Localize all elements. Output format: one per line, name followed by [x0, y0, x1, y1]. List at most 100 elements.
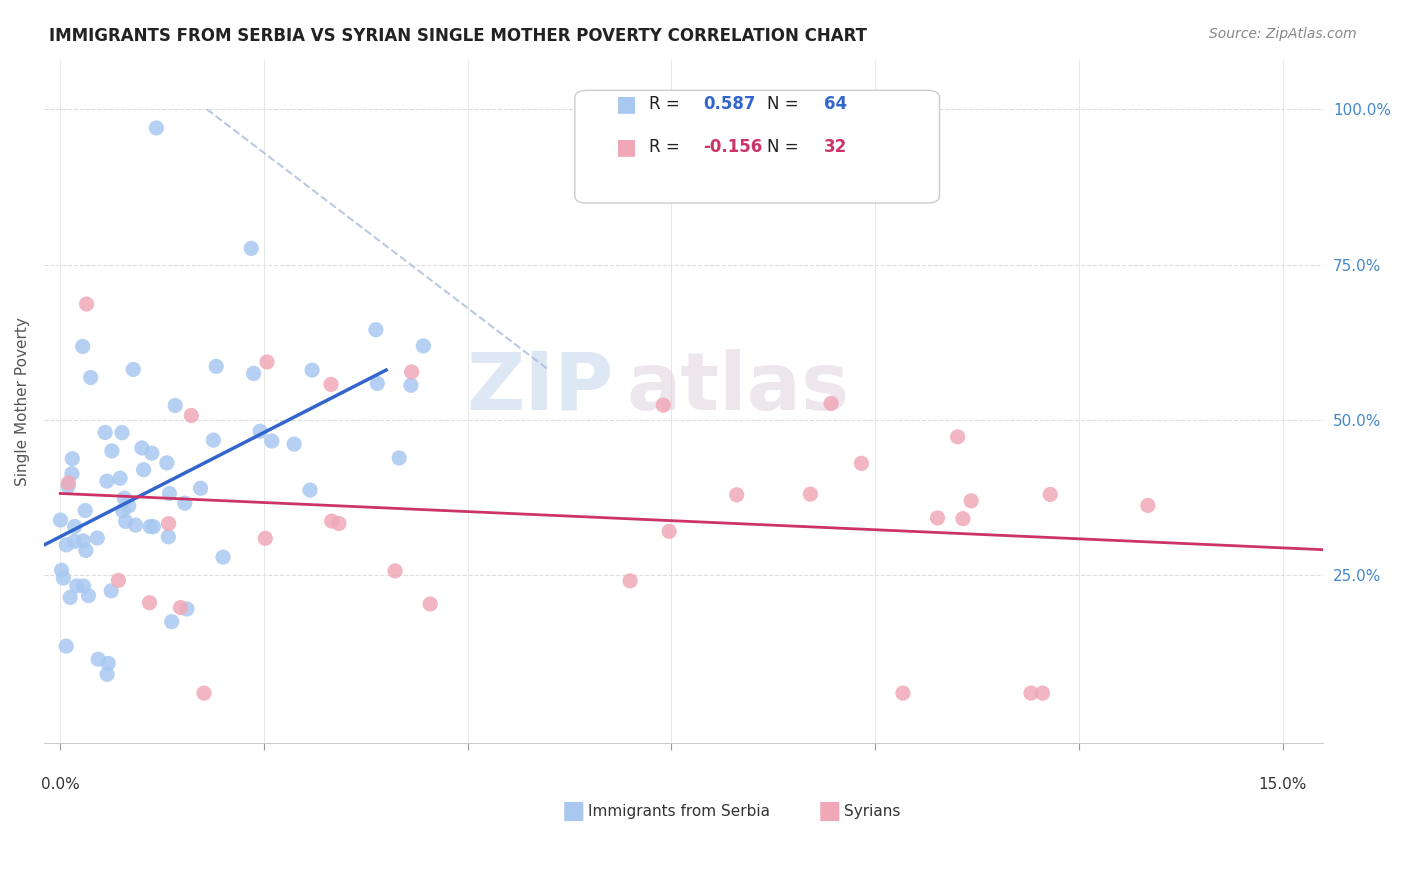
- Point: [72, 579, 94, 593]
- Point: [107, 574, 129, 588]
- Point: [176, 602, 198, 616]
- Point: [139, 519, 162, 533]
- Point: [891, 686, 914, 700]
- Point: [94, 425, 117, 440]
- Point: [399, 378, 422, 392]
- Point: [952, 511, 974, 525]
- Point: [118, 499, 141, 513]
- Point: [366, 376, 388, 391]
- Point: [799, 487, 821, 501]
- Point: [157, 516, 180, 531]
- Point: [114, 515, 136, 529]
- Point: [72, 533, 94, 548]
- Point: [319, 377, 342, 392]
- Point: [419, 597, 441, 611]
- Text: Syrians: Syrians: [844, 804, 900, 819]
- Point: [58, 475, 80, 490]
- Text: ■: ■: [818, 799, 842, 823]
- Text: -0.156: -0.156: [703, 138, 762, 156]
- Point: [131, 441, 153, 455]
- Point: [72, 339, 94, 353]
- Point: [132, 463, 155, 477]
- Point: [52, 571, 75, 585]
- Point: [141, 446, 163, 460]
- Point: [75, 543, 97, 558]
- Point: [260, 434, 283, 448]
- Point: [157, 486, 180, 500]
- Point: [86, 531, 108, 545]
- Text: 0.0%: 0.0%: [41, 777, 80, 792]
- Text: Source: ZipAtlas.com: Source: ZipAtlas.com: [1209, 27, 1357, 41]
- Point: [249, 424, 271, 438]
- Point: [124, 518, 146, 533]
- Point: [298, 483, 321, 497]
- Point: [169, 600, 191, 615]
- Point: [401, 365, 423, 379]
- Point: [63, 519, 86, 533]
- Point: [1039, 487, 1062, 501]
- Text: N =: N =: [766, 95, 799, 113]
- Point: [97, 657, 120, 671]
- Point: [165, 399, 187, 413]
- Point: [108, 471, 131, 485]
- Point: [76, 297, 98, 311]
- Point: [156, 456, 179, 470]
- Text: ZIP: ZIP: [465, 349, 613, 426]
- Point: [66, 579, 89, 593]
- Point: [946, 430, 969, 444]
- Point: [63, 534, 86, 549]
- Point: [202, 433, 225, 447]
- Point: [101, 443, 124, 458]
- Point: [619, 574, 641, 588]
- Point: [60, 451, 83, 466]
- Text: ■: ■: [616, 94, 637, 114]
- Point: [190, 481, 212, 495]
- Text: Immigrants from Serbia: Immigrants from Serbia: [588, 804, 769, 819]
- Point: [138, 596, 160, 610]
- Point: [55, 639, 77, 653]
- Point: [79, 370, 101, 384]
- Point: [112, 491, 135, 506]
- Point: [388, 450, 411, 465]
- Point: [49, 513, 72, 527]
- Text: 32: 32: [824, 138, 848, 156]
- Point: [157, 530, 180, 544]
- Y-axis label: Single Mother Poverty: Single Mother Poverty: [15, 317, 30, 485]
- Point: [122, 362, 145, 376]
- Point: [142, 519, 165, 533]
- Point: [96, 474, 118, 488]
- Point: [328, 516, 350, 531]
- Point: [725, 488, 748, 502]
- Point: [59, 591, 82, 605]
- Point: [927, 511, 949, 525]
- Point: [55, 538, 77, 552]
- Text: 15.0%: 15.0%: [1258, 777, 1306, 792]
- Point: [960, 493, 983, 508]
- Point: [658, 524, 681, 539]
- Text: R =: R =: [650, 95, 679, 113]
- Point: [240, 241, 263, 255]
- Text: R =: R =: [650, 138, 679, 156]
- Point: [56, 479, 79, 493]
- Point: [1136, 499, 1159, 513]
- Point: [111, 504, 134, 518]
- Point: [111, 425, 134, 440]
- Point: [180, 409, 202, 423]
- Text: 64: 64: [824, 95, 848, 113]
- FancyBboxPatch shape: [575, 90, 939, 203]
- Point: [75, 503, 97, 517]
- Point: [256, 355, 278, 369]
- Point: [364, 323, 387, 337]
- Text: ■: ■: [562, 799, 586, 823]
- Text: N =: N =: [766, 138, 799, 156]
- Point: [384, 564, 406, 578]
- Point: [160, 615, 183, 629]
- Point: [242, 367, 264, 381]
- Point: [652, 398, 675, 412]
- Point: [321, 514, 343, 528]
- Point: [87, 652, 110, 666]
- Point: [100, 583, 122, 598]
- Point: [173, 496, 195, 510]
- Point: [301, 363, 323, 377]
- Point: [96, 667, 118, 681]
